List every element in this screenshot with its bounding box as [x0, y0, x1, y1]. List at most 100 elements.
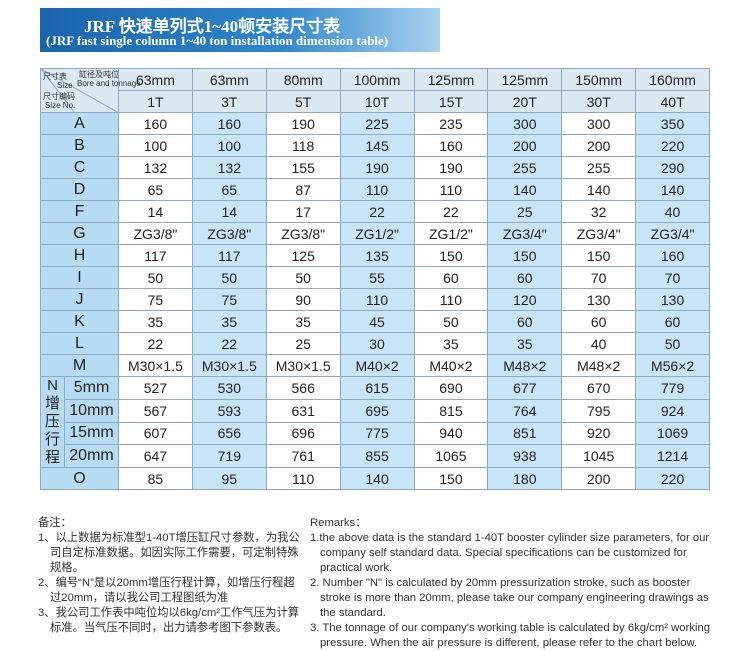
- value-cell: 815: [413, 398, 489, 423]
- data-row: L 22 22 25 30 35 35 40 50: [40, 332, 710, 355]
- value-cell: 761: [265, 444, 341, 468]
- value-cell: 40: [635, 200, 710, 223]
- corner-diagonal: [41, 69, 119, 113]
- corner-label: 尺寸编码: [43, 92, 75, 101]
- row-label: B: [40, 134, 119, 157]
- tonnage-cell: 20T: [487, 90, 563, 113]
- corner-cell: 尺寸表 Size 缸径及吨位 Bore and tonnage 尺寸编码 Size No.: [40, 68, 141, 113]
- value-cell: 60: [635, 310, 710, 333]
- stroke-row: N增压行程 5mm 527 530 566 615 690 677 670 779: [40, 376, 710, 468]
- value-cell: 118: [265, 134, 341, 157]
- value-cell: 920: [561, 421, 637, 446]
- value-cell: ZG3/8": [265, 222, 341, 245]
- value-cell: 155: [265, 156, 341, 179]
- note-item: 2. Number "N" is calculated by 20mm pres…: [310, 577, 709, 619]
- value-cell: 50: [413, 310, 489, 333]
- value-cell: 779: [635, 376, 710, 400]
- value-cell: 87: [265, 178, 341, 201]
- value-cell: 35: [487, 332, 563, 355]
- value-cell: 100: [191, 134, 267, 157]
- row-label: 10mm: [64, 398, 119, 423]
- row-label: 15mm: [64, 421, 119, 446]
- value-cell: 110: [339, 288, 415, 311]
- row-label: K: [40, 310, 119, 333]
- value-cell: 117: [191, 244, 267, 267]
- note-item: 3、我公司工作表中吨位均以6kg/cm²工作气压为计算标准。当气压不同时，出力请…: [38, 607, 300, 634]
- value-cell: 145: [339, 134, 415, 157]
- value-cell: 924: [635, 398, 710, 423]
- value-cell: 50: [635, 332, 710, 355]
- bore-cell: 63mm: [118, 68, 193, 91]
- value-cell: 200: [487, 134, 563, 157]
- value-cell: 110: [339, 178, 415, 201]
- title-banner: JRF 快速单列式1~40顿安装尺寸表 (JRF fast single col…: [40, 8, 440, 52]
- value-cell: 90: [265, 288, 341, 311]
- value-cell: 60: [413, 266, 489, 289]
- bore-cell: 80mm: [265, 68, 341, 91]
- value-cell: 140: [339, 467, 415, 490]
- value-cell: 160: [118, 112, 193, 135]
- corner-label: 尺寸表: [43, 72, 67, 81]
- value-cell: M40×2: [339, 354, 415, 377]
- value-cell: 190: [413, 156, 489, 179]
- data-row: O 85 95 110 140 150 180 200 220: [40, 467, 710, 490]
- value-cell: 50: [191, 266, 267, 289]
- value-cell: 530: [191, 376, 267, 400]
- value-cell: 75: [118, 288, 193, 311]
- value-cell: 150: [413, 467, 489, 490]
- value-cell: 656: [191, 421, 267, 446]
- value-cell: 55: [339, 266, 415, 289]
- value-cell: 60: [487, 266, 563, 289]
- value-cell: 851: [487, 421, 563, 446]
- stroke-row: 20mm 647 719 761 855 1065 938 1045 1214: [41, 444, 710, 468]
- value-cell: 567: [118, 398, 193, 423]
- bore-cell: 125mm: [413, 68, 489, 91]
- value-cell: 593: [191, 398, 267, 423]
- value-cell: ZG1/2": [413, 222, 489, 245]
- value-cell: 45: [339, 310, 415, 333]
- value-cell: 180: [487, 467, 563, 490]
- value-cell: M40×2: [413, 354, 489, 377]
- value-cell: ZG3/4": [561, 222, 637, 245]
- value-cell: 695: [339, 398, 415, 423]
- corner-label: Size: [57, 81, 73, 90]
- value-cell: 670: [561, 376, 637, 400]
- value-cell: 677: [487, 376, 563, 400]
- value-cell: ZG1/2": [339, 222, 415, 245]
- data-row: D 65 65 87 110 110 140 140 140: [40, 178, 710, 201]
- value-cell: 130: [561, 288, 637, 311]
- data-row: F 14 14 17 22 22 25 32 40: [40, 200, 710, 223]
- value-cell: 117: [118, 244, 193, 267]
- header-row: 尺寸表 Size 缸径及吨位 Bore and tonnage 尺寸编码 Size No.…: [40, 68, 710, 113]
- tonnage-cell: 3T: [191, 90, 267, 113]
- value-cell: 25: [265, 332, 341, 355]
- value-cell: 110: [413, 288, 489, 311]
- value-cell: 30: [339, 332, 415, 355]
- value-cell: 65: [191, 178, 267, 201]
- group-label: N增压行程: [40, 376, 65, 468]
- bore-cell: 150mm: [561, 68, 637, 91]
- value-cell: 140: [561, 178, 637, 201]
- data-row: K 35 35 35 45 50 60 60 60: [40, 310, 710, 333]
- stroke-row: 15mm 607 656 696 775 940 851 920 1069: [41, 421, 710, 446]
- value-cell: 65: [118, 178, 193, 201]
- value-cell: 719: [191, 444, 267, 468]
- tonnage-cell: 10T: [339, 90, 415, 113]
- value-cell: 350: [635, 112, 710, 135]
- notes-en: Remarks： 1.the above data is the standard…: [310, 516, 715, 651]
- value-cell: 607: [118, 421, 193, 446]
- value-cell: 855: [339, 444, 415, 468]
- value-cell: 300: [561, 112, 637, 135]
- tonnage-cell: 5T: [265, 90, 341, 113]
- value-cell: 255: [487, 156, 563, 179]
- value-cell: 50: [265, 266, 341, 289]
- value-cell: 795: [561, 398, 637, 423]
- row-label: J: [40, 288, 119, 311]
- value-cell: M48×2: [561, 354, 637, 377]
- value-cell: 220: [635, 467, 710, 490]
- tonnage-cell: 40T: [635, 90, 710, 113]
- value-cell: 1069: [635, 421, 710, 446]
- note-item: 3. The tonnage of our company's working …: [310, 622, 711, 649]
- value-cell: 22: [339, 200, 415, 223]
